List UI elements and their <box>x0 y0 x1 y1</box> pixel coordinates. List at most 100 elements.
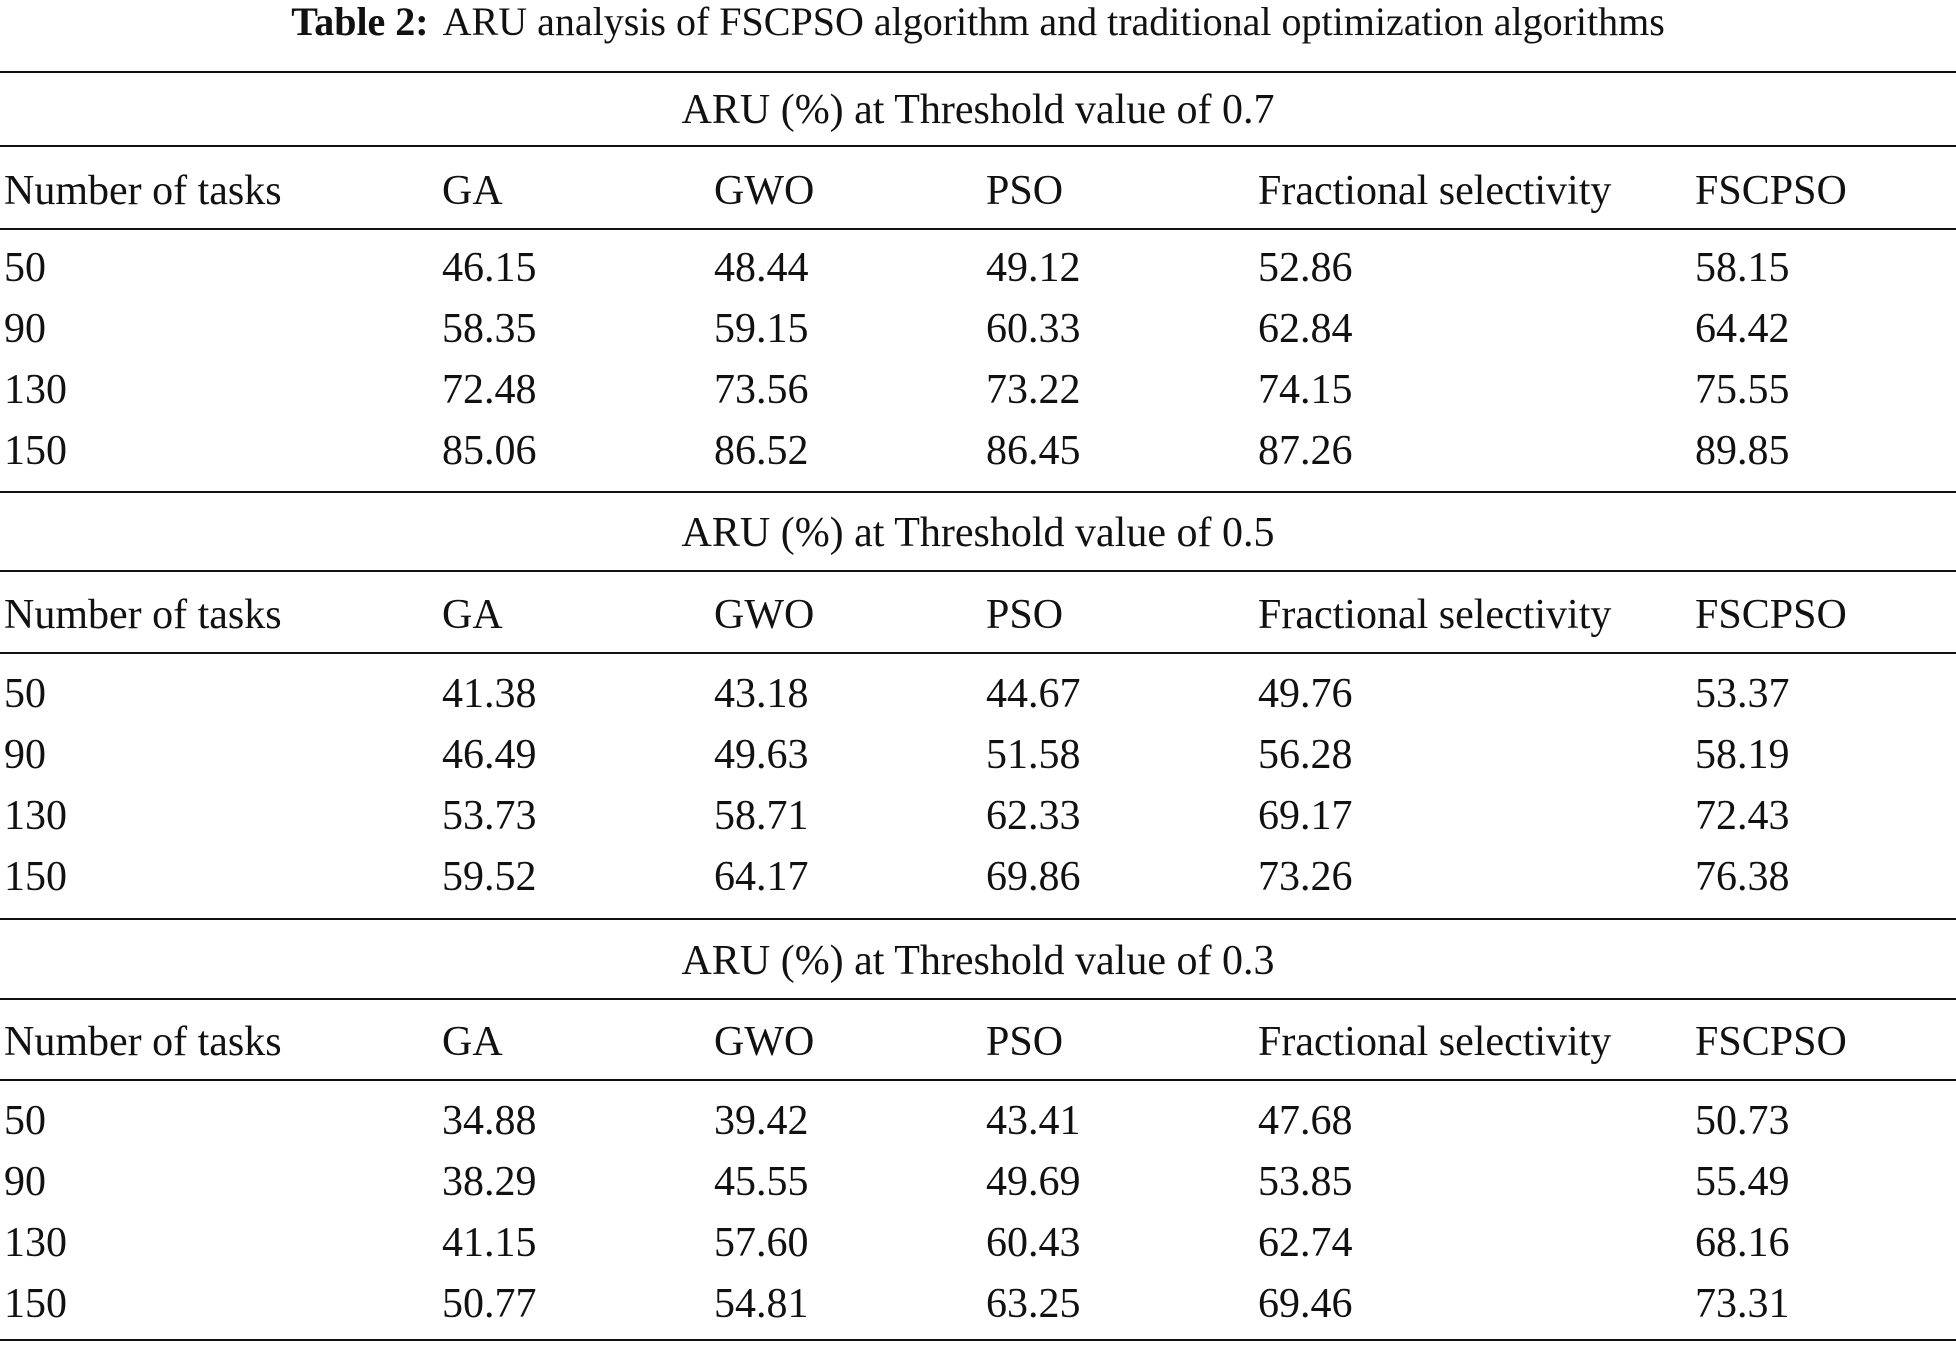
table-cell: 58.71 <box>714 793 809 839</box>
section-rule <box>0 998 1956 1000</box>
table-cell: 50 <box>4 245 46 291</box>
column-header: GA <box>442 168 503 214</box>
table-row: 130 53.73 58.71 62.33 69.17 72.43 <box>0 786 1956 847</box>
section-rule <box>0 570 1956 572</box>
section-rule <box>0 918 1956 920</box>
table-cell: 53.73 <box>442 793 537 839</box>
table-cell: 90 <box>4 732 46 778</box>
table-cell: 50.77 <box>442 1281 537 1327</box>
table-cell: 62.74 <box>1258 1220 1353 1266</box>
column-header: Fractional selectivity <box>1258 1019 1612 1065</box>
table-row: 150 85.06 86.52 86.45 87.26 89.85 <box>0 421 1956 482</box>
table-cell: 75.55 <box>1695 367 1790 413</box>
table-caption: Table 2: ARU analysis of FSCPSO algorithm… <box>0 0 1956 48</box>
table-cell: 54.81 <box>714 1281 809 1327</box>
table-cell: 76.38 <box>1695 854 1790 900</box>
column-header: GWO <box>714 592 815 638</box>
table-cell: 49.76 <box>1258 671 1353 717</box>
table-cell: 68.16 <box>1695 1220 1790 1266</box>
table-cell: 73.56 <box>714 367 809 413</box>
column-header: GWO <box>714 1019 815 1065</box>
table-cell: 85.06 <box>442 428 537 474</box>
table-cell: 86.45 <box>986 428 1081 474</box>
table-cell: 46.49 <box>442 732 537 778</box>
table-cell: 73.31 <box>1695 1281 1790 1327</box>
header-rule <box>0 228 1956 230</box>
table-cell: 57.60 <box>714 1220 809 1266</box>
table-cell: 72.48 <box>442 367 537 413</box>
table-cell: 89.85 <box>1695 428 1790 474</box>
table-cell: 46.15 <box>442 245 537 291</box>
table-cell: 50 <box>4 671 46 717</box>
table-cell: 150 <box>4 854 67 900</box>
table-cell: 41.15 <box>442 1220 537 1266</box>
table-cell: 47.68 <box>1258 1098 1353 1144</box>
table-row: 50 41.38 43.18 44.67 49.76 53.37 <box>0 664 1956 725</box>
table-cell: 49.12 <box>986 245 1081 291</box>
table-cell: 41.38 <box>442 671 537 717</box>
column-header: Number of tasks <box>4 168 282 214</box>
table-cell: 62.84 <box>1258 306 1353 352</box>
column-header: Number of tasks <box>4 592 282 638</box>
header-row: Number of tasks GA GWO PSO Fractional se… <box>0 1006 1956 1078</box>
table-cell: 90 <box>4 1159 46 1205</box>
header-rule <box>0 1079 1956 1081</box>
table-cell: 130 <box>4 793 67 839</box>
table-cell: 62.33 <box>986 793 1081 839</box>
table-cell: 150 <box>4 428 67 474</box>
table-cell: 87.26 <box>1258 428 1353 474</box>
table-cell: 59.52 <box>442 854 537 900</box>
table-cell: 63.25 <box>986 1281 1081 1327</box>
table-cell: 56.28 <box>1258 732 1353 778</box>
table-cell: 50.73 <box>1695 1098 1790 1144</box>
table-cell: 86.52 <box>714 428 809 474</box>
section-rule <box>0 145 1956 147</box>
table-caption-label: Table 2: <box>291 0 429 44</box>
table-cell: 60.43 <box>986 1220 1081 1266</box>
table-cell: 45.55 <box>714 1159 809 1205</box>
column-header: PSO <box>986 592 1064 638</box>
section-title: ARU (%) at Threshold value of 0.5 <box>681 510 1275 556</box>
column-header: FSCPSO <box>1695 592 1847 638</box>
table-cell: 58.19 <box>1695 732 1790 778</box>
table-row: 50 46.15 48.44 49.12 52.86 58.15 <box>0 238 1956 299</box>
table-cell: 52.86 <box>1258 245 1353 291</box>
column-header: Fractional selectivity <box>1258 168 1612 214</box>
column-header: GA <box>442 1019 503 1065</box>
table-cell: 130 <box>4 1220 67 1266</box>
table-cell: 69.17 <box>1258 793 1353 839</box>
table-cell: 90 <box>4 306 46 352</box>
table-cell: 73.22 <box>986 367 1081 413</box>
table-bottom-rule <box>0 1339 1956 1341</box>
table-cell: 58.35 <box>442 306 537 352</box>
table-cell: 58.15 <box>1695 245 1790 291</box>
table-top-rule <box>0 71 1956 73</box>
table-cell: 44.67 <box>986 671 1081 717</box>
table-cell: 64.17 <box>714 854 809 900</box>
table-cell: 55.49 <box>1695 1159 1790 1205</box>
table-cell: 72.43 <box>1695 793 1790 839</box>
table-cell: 150 <box>4 1281 67 1327</box>
table-row: 130 41.15 57.60 60.43 62.74 68.16 <box>0 1213 1956 1274</box>
table-cell: 74.15 <box>1258 367 1353 413</box>
table-cell: 50 <box>4 1098 46 1144</box>
table-cell: 51.58 <box>986 732 1081 778</box>
column-header: FSCPSO <box>1695 168 1847 214</box>
table-cell: 60.33 <box>986 306 1081 352</box>
table-cell: 49.69 <box>986 1159 1081 1205</box>
header-row: Number of tasks GA GWO PSO Fractional se… <box>0 579 1956 651</box>
column-header: GA <box>442 592 503 638</box>
table-row: 50 34.88 39.42 43.41 47.68 50.73 <box>0 1091 1956 1152</box>
table-row: 90 38.29 45.55 49.69 53.85 55.49 <box>0 1152 1956 1213</box>
table-row: 150 50.77 54.81 63.25 69.46 73.31 <box>0 1274 1956 1335</box>
table-cell: 53.85 <box>1258 1159 1353 1205</box>
table-cell: 53.37 <box>1695 671 1790 717</box>
column-header: Number of tasks <box>4 1019 282 1065</box>
column-header: PSO <box>986 168 1064 214</box>
table-row: 90 46.49 49.63 51.58 56.28 58.19 <box>0 725 1956 786</box>
table-cell: 43.41 <box>986 1098 1081 1144</box>
column-header: Fractional selectivity <box>1258 592 1612 638</box>
table-row: 150 59.52 64.17 69.86 73.26 76.38 <box>0 847 1956 908</box>
table-cell: 48.44 <box>714 245 809 291</box>
